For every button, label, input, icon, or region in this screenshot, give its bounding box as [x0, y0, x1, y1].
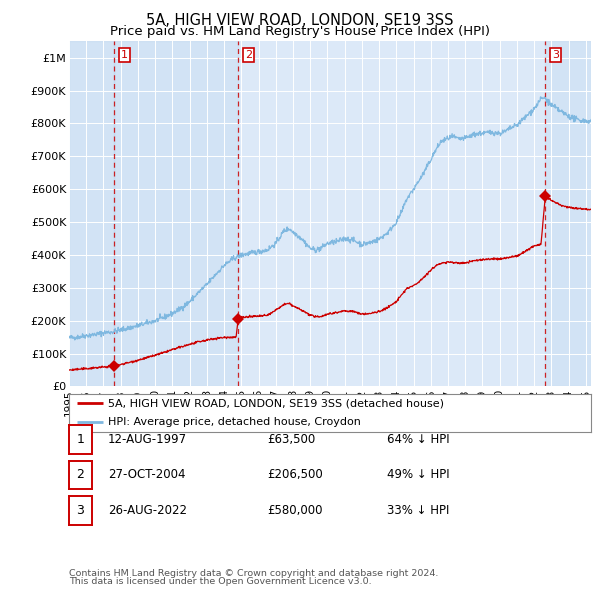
Text: Contains HM Land Registry data © Crown copyright and database right 2024.: Contains HM Land Registry data © Crown c…: [69, 569, 439, 578]
Text: 12-AUG-1997: 12-AUG-1997: [108, 433, 187, 446]
Text: 64% ↓ HPI: 64% ↓ HPI: [387, 433, 449, 446]
Bar: [545, 41, 591, 386]
Text: This data is licensed under the Open Government Licence v3.0.: This data is licensed under the Open Gov…: [69, 577, 371, 586]
Text: 5A, HIGH VIEW ROAD, LONDON, SE19 3SS: 5A, HIGH VIEW ROAD, LONDON, SE19 3SS: [146, 13, 454, 28]
Text: £63,500: £63,500: [267, 433, 315, 446]
Text: 49% ↓ HPI: 49% ↓ HPI: [387, 468, 449, 481]
Text: £580,000: £580,000: [267, 504, 323, 517]
Text: 1: 1: [76, 433, 85, 446]
Bar: [69, 41, 114, 386]
Text: 26-AUG-2022: 26-AUG-2022: [108, 504, 187, 517]
Text: £206,500: £206,500: [267, 468, 323, 481]
Text: 2: 2: [245, 50, 252, 60]
Text: HPI: Average price, detached house, Croydon: HPI: Average price, detached house, Croy…: [108, 417, 361, 427]
Bar: [114, 41, 238, 386]
Text: 3: 3: [76, 504, 85, 517]
Text: 33% ↓ HPI: 33% ↓ HPI: [387, 504, 449, 517]
Bar: [238, 41, 545, 386]
Text: Price paid vs. HM Land Registry's House Price Index (HPI): Price paid vs. HM Land Registry's House …: [110, 25, 490, 38]
Text: 2: 2: [76, 468, 85, 481]
Text: 5A, HIGH VIEW ROAD, LONDON, SE19 3SS (detached house): 5A, HIGH VIEW ROAD, LONDON, SE19 3SS (de…: [108, 398, 444, 408]
Text: 1: 1: [121, 50, 128, 60]
Text: 3: 3: [552, 50, 559, 60]
Text: 27-OCT-2004: 27-OCT-2004: [108, 468, 185, 481]
